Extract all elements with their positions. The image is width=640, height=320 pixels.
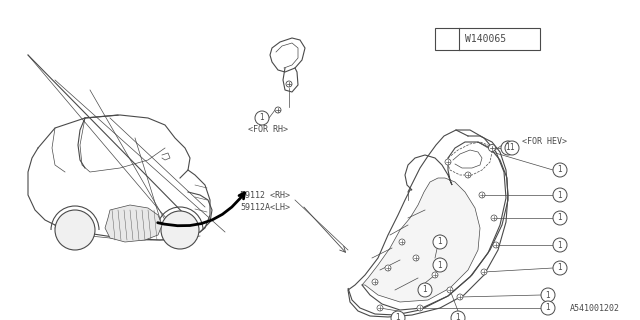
Circle shape [505,141,519,155]
Circle shape [433,258,447,272]
Circle shape [391,311,405,320]
Text: 59112 <RH>: 59112 <RH> [240,191,290,200]
Circle shape [417,305,423,311]
Circle shape [161,211,199,249]
Text: 1: 1 [422,285,428,294]
Polygon shape [362,178,480,302]
Text: 1: 1 [546,291,550,300]
Circle shape [377,305,383,311]
Text: 1: 1 [456,314,460,320]
Circle shape [255,111,269,125]
Circle shape [385,265,391,271]
Circle shape [457,294,463,300]
Text: <FOR RH>: <FOR RH> [248,125,288,134]
Circle shape [553,261,567,275]
Circle shape [275,107,281,113]
Text: 1: 1 [444,35,450,44]
Polygon shape [105,205,162,242]
Circle shape [451,311,465,320]
Text: W140065: W140065 [465,34,506,44]
Text: <FOR HEV>: <FOR HEV> [522,137,567,146]
Text: 1: 1 [509,143,515,153]
Text: 1: 1 [260,114,264,123]
Text: 1: 1 [546,303,550,313]
Circle shape [447,287,453,293]
Circle shape [488,145,495,151]
Text: 1: 1 [557,241,563,250]
Circle shape [286,81,292,87]
Circle shape [493,242,499,248]
Text: 1: 1 [557,190,563,199]
Text: 1: 1 [557,213,563,222]
Circle shape [55,210,95,250]
Circle shape [445,159,451,165]
Circle shape [399,239,405,245]
Circle shape [439,31,455,47]
Text: 1: 1 [557,165,563,174]
Text: 1: 1 [557,263,563,273]
Circle shape [372,279,378,285]
Text: 1: 1 [438,237,442,246]
Circle shape [541,301,555,315]
Text: 1: 1 [506,143,510,153]
Circle shape [553,163,567,177]
Circle shape [501,141,515,155]
Circle shape [418,283,432,297]
Circle shape [553,238,567,252]
Text: 1: 1 [396,314,401,320]
Circle shape [481,269,487,275]
FancyArrowPatch shape [157,193,244,226]
Circle shape [465,172,471,178]
Text: 1: 1 [438,260,442,269]
Circle shape [479,192,485,198]
Circle shape [553,188,567,202]
Circle shape [433,235,447,249]
Circle shape [432,272,438,278]
Circle shape [413,255,419,261]
Circle shape [491,215,497,221]
Text: 59112A<LH>: 59112A<LH> [240,203,290,212]
FancyBboxPatch shape [435,28,540,50]
Circle shape [541,288,555,302]
Text: A541001202: A541001202 [570,304,620,313]
Circle shape [553,211,567,225]
